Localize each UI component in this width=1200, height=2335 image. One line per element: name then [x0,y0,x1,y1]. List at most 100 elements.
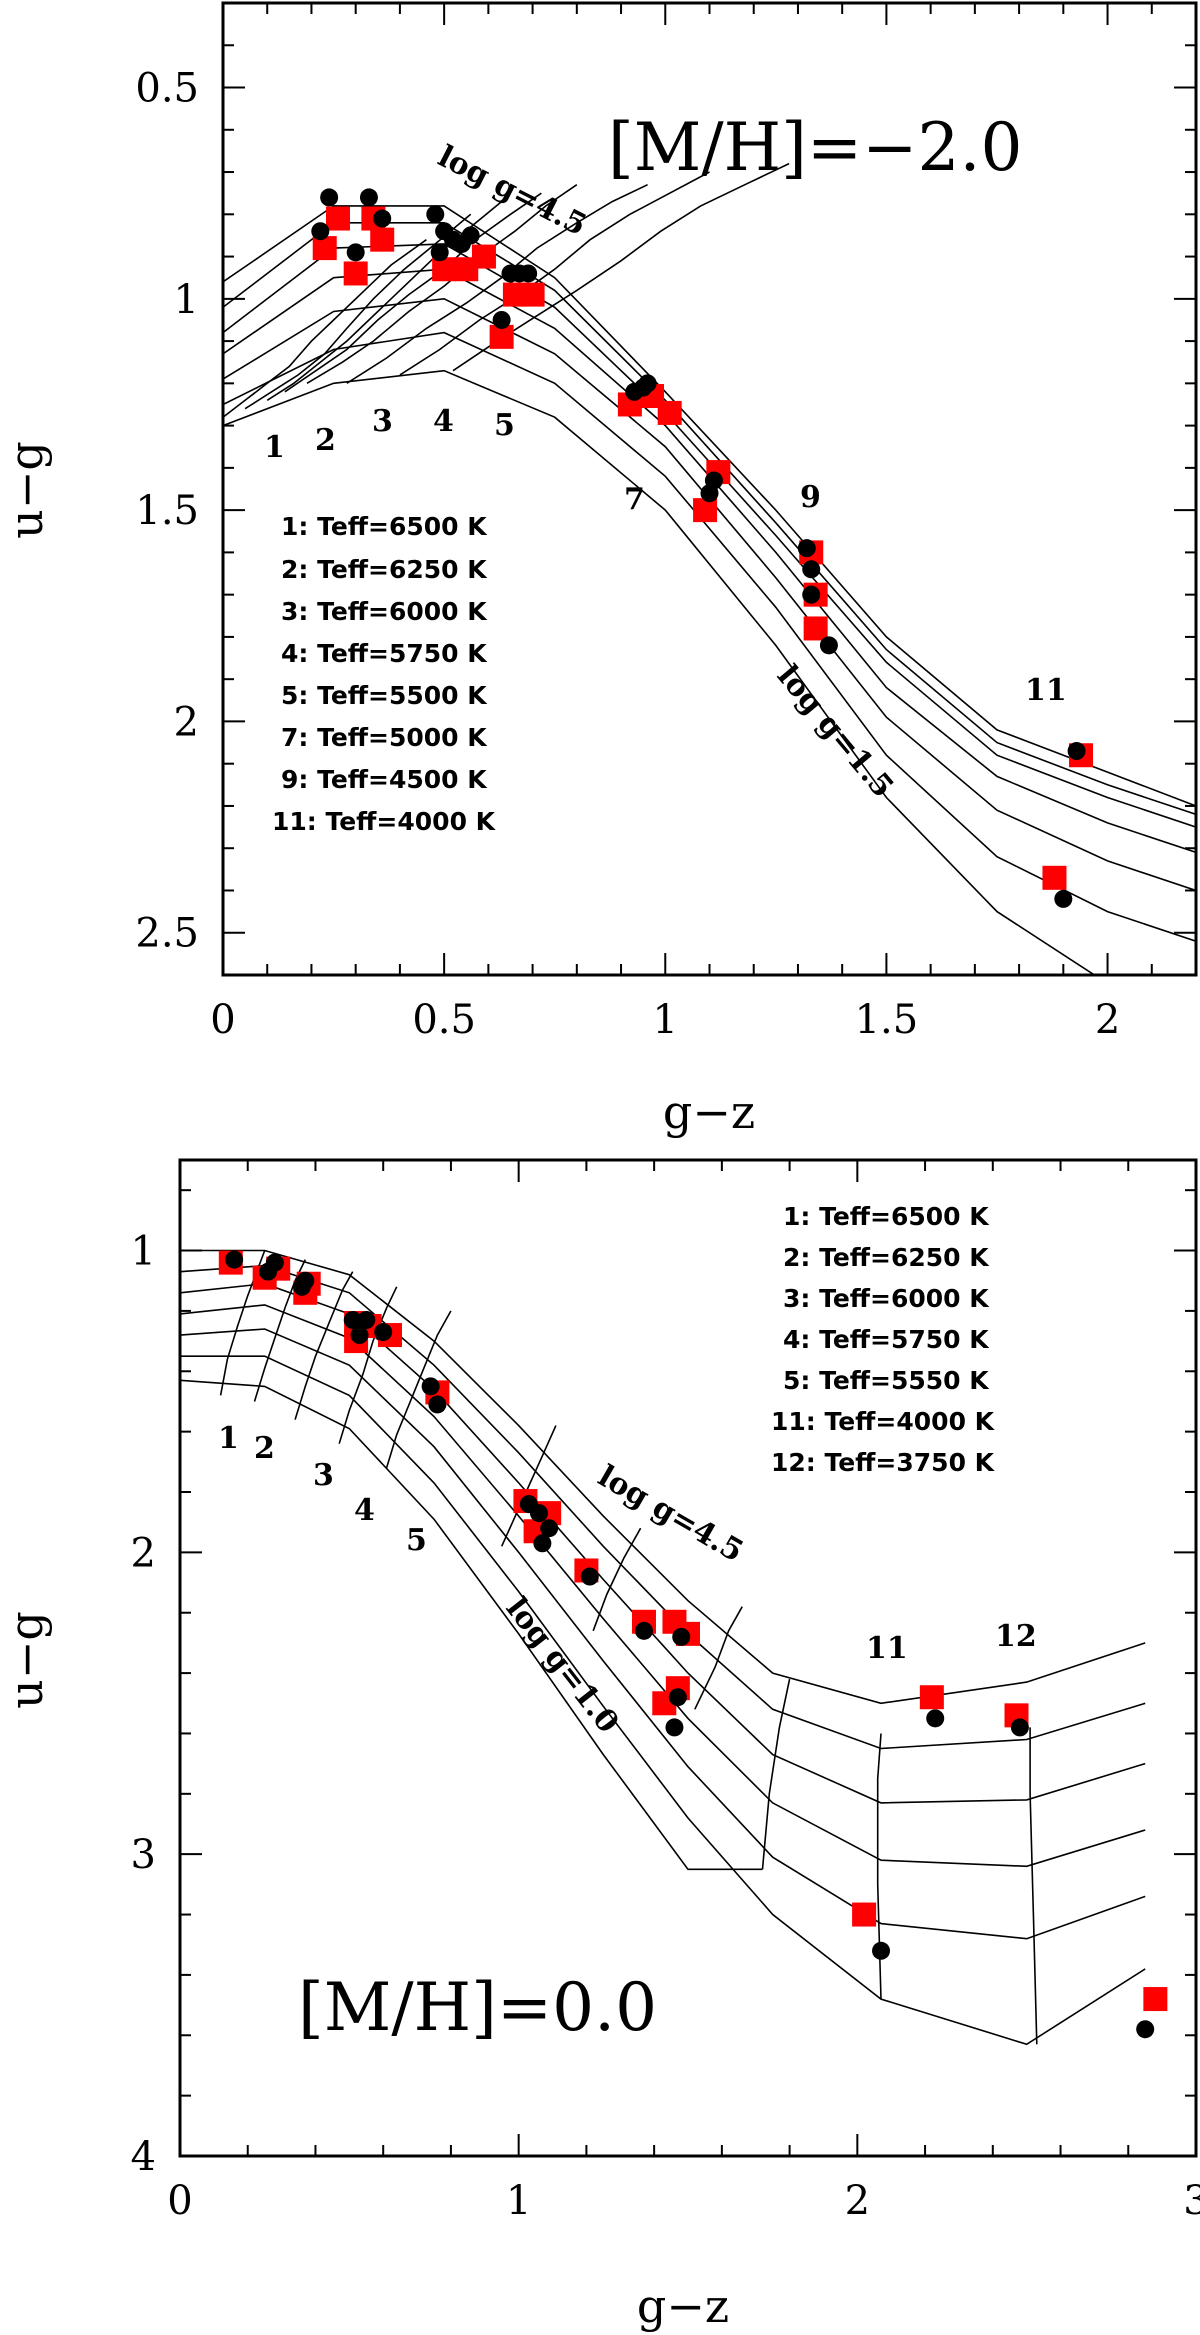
red-square-marker [432,257,457,282]
temperature-track-line [223,239,427,418]
red-square-marker [1042,865,1067,890]
legend-entry: 1: Teff=6500 K [783,1202,990,1231]
gravity-track-line [180,1282,1146,1804]
legend: 1: Teff=6500 K 2: Teff=6250 K 3: Teff=60… [272,512,497,836]
temperature-track-line [1029,1727,1038,2045]
black-circle-marker [265,1253,284,1272]
black-circle-marker [1136,2020,1155,2039]
legend-entry: 3: Teff=6000 K [783,1284,990,1313]
black-circle-marker [797,539,816,558]
gravity-track-line [223,331,1196,942]
chart-title: [M/H]=0.0 [298,1969,657,2046]
black-circle-marker [802,585,821,604]
gravity-track-line [180,1379,763,1871]
legend-entry: 5: Teff=5500 K [281,681,488,710]
y-tick-label: 4 [131,2134,156,2180]
track-label: 9 [800,480,821,515]
black-circle-marker [529,1504,548,1523]
legend-entry: 2: Teff=6250 K [281,555,488,584]
gravity-track-line [180,1264,1146,1750]
black-circle-marker [1054,889,1073,908]
black-circle-marker [1067,742,1086,761]
y-tick-label: 1 [174,277,199,323]
black-circle-marker [430,243,449,262]
legend: 1: Teff=6500 K 2: Teff=6250 K 3: Teff=60… [771,1202,996,1477]
temperature-track-line [346,183,648,384]
red-square-marker [852,1902,877,1927]
x-tick-label: 0 [210,997,235,1043]
y-tick-label: 0.5 [135,66,199,112]
x-tick-label: 1 [653,997,678,1043]
legend-entry: 7: Teff=5000 K [281,723,488,752]
black-circle-marker [359,188,378,207]
track-label: 5 [406,1523,427,1558]
temperature-track-line [294,1271,354,1420]
gravity-track-line [223,369,1096,975]
x-tick-label: 0 [167,2178,192,2224]
tick-labels: 0 0.5 1 1.5 2 0.5 1 1.5 2 2.5 [135,66,1120,1043]
black-circle-marker [492,310,511,329]
chart-panel-metallicity-minus-2: 0 0.5 1 1.5 20.511.522.5 [M/H]=−2.0 g−z u−g … [0,1,1198,1139]
temperature-track-line [761,1678,791,1870]
gravity-track-line [223,297,1196,892]
black-circle-marker [374,1323,393,1342]
gravity-track-line [180,1304,1146,1868]
red-square-marker [370,227,395,252]
black-circle-marker [540,1519,559,1538]
red-square-marker [471,244,496,269]
temperature-track-line [338,1286,398,1444]
black-circle-marker [802,560,821,579]
temperature-track-line [284,192,542,393]
black-circle-marker [519,264,538,283]
track-label: 2 [254,1431,275,1466]
track-label: 5 [494,408,515,443]
red-square-marker [343,261,368,286]
temperature-track-line [244,213,472,410]
track-label: 2 [315,423,336,458]
black-circle-marker [311,222,330,241]
legend-entry: 11: Teff=4000 K [272,807,497,836]
black-circle-marker [357,1310,376,1329]
x-tick-label: 2 [845,2178,870,2224]
model-grid [180,1249,1146,2046]
black-circle-marker [704,471,723,490]
temperature-track-line [592,1527,642,1632]
y-tick-label: 2 [131,1530,156,1576]
black-circle-marker [346,243,365,262]
legend-entry: 2: Teff=6250 K [783,1243,990,1272]
track-label: 11 [866,1631,908,1666]
y-tick-label: 2 [174,699,199,745]
legend-entry: 5: Teff=5550 K [783,1366,990,1395]
track-label: 12 [995,1619,1037,1654]
red-square-marker [803,616,828,641]
y-tick-label: 1 [131,1229,156,1275]
temperature-track-line [694,1606,743,1710]
gravity-track-line [223,268,1196,854]
temperature-track-line [399,171,710,376]
axis-ticks [222,2,1197,976]
black-circle-marker [668,1688,687,1707]
red-square-marker [520,282,545,307]
legend-entry: 1: Teff=6500 K [281,512,488,541]
x-tick-label: 3 [1183,2178,1200,2224]
temperature-track-line [876,1733,882,2000]
red-square-marker [1143,1987,1168,2012]
track-label: 4 [433,404,454,439]
track-label: 1 [218,1421,239,1456]
red-square-marker [693,498,718,523]
black-circle-marker [373,209,392,228]
track-label: 4 [354,1493,375,1528]
track-label: 3 [313,1458,334,1493]
x-axis-label: g−z [637,2279,729,2333]
x-tick-label: 1.5 [855,997,919,1043]
red-square-marker [325,206,350,231]
annotation-log-g-high: log g=4.5 [592,1459,749,1570]
black-circle-marker [428,1395,447,1414]
red-square-marker [919,1685,944,1710]
red-square-marker [657,400,682,425]
temperature-track-line [385,1310,452,1469]
black-circle-marker [426,205,445,224]
